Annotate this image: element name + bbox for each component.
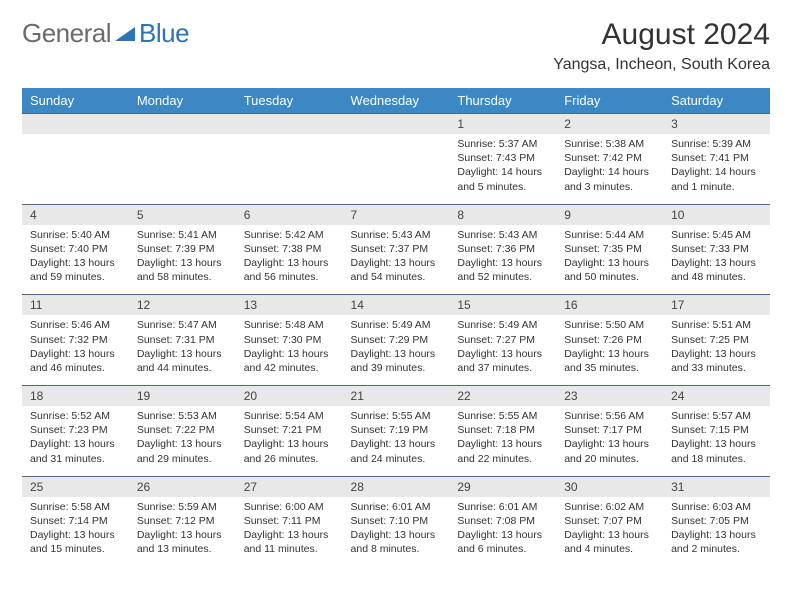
weekday-header: Thursday — [449, 88, 556, 114]
day-number-cell: 6 — [236, 204, 343, 225]
day-data-row: Sunrise: 5:46 AM Sunset: 7:32 PM Dayligh… — [22, 315, 770, 385]
logo-triangle-icon — [115, 25, 137, 43]
day-data-cell — [129, 134, 236, 204]
day-data-cell: Sunrise: 5:50 AM Sunset: 7:26 PM Dayligh… — [556, 315, 663, 385]
day-data-cell: Sunrise: 6:02 AM Sunset: 7:07 PM Dayligh… — [556, 497, 663, 567]
day-data-cell: Sunrise: 5:51 AM Sunset: 7:25 PM Dayligh… — [663, 315, 770, 385]
day-data-row: Sunrise: 5:40 AM Sunset: 7:40 PM Dayligh… — [22, 225, 770, 295]
day-data-cell: Sunrise: 5:46 AM Sunset: 7:32 PM Dayligh… — [22, 315, 129, 385]
day-number-cell: 31 — [663, 476, 770, 497]
day-number-cell: 28 — [343, 476, 450, 497]
day-number-cell: 2 — [556, 114, 663, 135]
day-number-row: 45678910 — [22, 204, 770, 225]
day-data-cell: Sunrise: 5:43 AM Sunset: 7:37 PM Dayligh… — [343, 225, 450, 295]
day-number-cell: 15 — [449, 295, 556, 316]
title-block: August 2024 Yangsa, Incheon, South Korea — [553, 18, 770, 74]
day-number-cell: 30 — [556, 476, 663, 497]
day-data-cell: Sunrise: 5:53 AM Sunset: 7:22 PM Dayligh… — [129, 406, 236, 476]
day-number-cell: 25 — [22, 476, 129, 497]
calendar-table: Sunday Monday Tuesday Wednesday Thursday… — [22, 88, 770, 566]
day-number-row: 25262728293031 — [22, 476, 770, 497]
day-data-cell: Sunrise: 5:40 AM Sunset: 7:40 PM Dayligh… — [22, 225, 129, 295]
day-data-cell: Sunrise: 5:59 AM Sunset: 7:12 PM Dayligh… — [129, 497, 236, 567]
day-number-row: 18192021222324 — [22, 386, 770, 407]
day-number-cell: 8 — [449, 204, 556, 225]
weekday-header: Friday — [556, 88, 663, 114]
day-number-cell: 3 — [663, 114, 770, 135]
day-number-cell: 22 — [449, 386, 556, 407]
day-data-cell: Sunrise: 5:47 AM Sunset: 7:31 PM Dayligh… — [129, 315, 236, 385]
day-number-cell: 23 — [556, 386, 663, 407]
logo-text-blue: Blue — [139, 18, 189, 49]
day-data-cell: Sunrise: 6:01 AM Sunset: 7:10 PM Dayligh… — [343, 497, 450, 567]
day-number-cell: 26 — [129, 476, 236, 497]
weekday-header: Tuesday — [236, 88, 343, 114]
day-number-cell: 10 — [663, 204, 770, 225]
day-data-cell: Sunrise: 5:49 AM Sunset: 7:29 PM Dayligh… — [343, 315, 450, 385]
day-data-cell: Sunrise: 5:54 AM Sunset: 7:21 PM Dayligh… — [236, 406, 343, 476]
day-number-cell: 5 — [129, 204, 236, 225]
day-data-cell: Sunrise: 6:00 AM Sunset: 7:11 PM Dayligh… — [236, 497, 343, 567]
day-data-cell: Sunrise: 5:57 AM Sunset: 7:15 PM Dayligh… — [663, 406, 770, 476]
day-number-cell — [236, 114, 343, 135]
day-data-row: Sunrise: 5:52 AM Sunset: 7:23 PM Dayligh… — [22, 406, 770, 476]
day-data-cell: Sunrise: 5:52 AM Sunset: 7:23 PM Dayligh… — [22, 406, 129, 476]
weekday-header-row: Sunday Monday Tuesday Wednesday Thursday… — [22, 88, 770, 114]
day-number-cell: 11 — [22, 295, 129, 316]
day-number-cell: 1 — [449, 114, 556, 135]
day-data-cell: Sunrise: 5:38 AM Sunset: 7:42 PM Dayligh… — [556, 134, 663, 204]
day-data-cell: Sunrise: 5:58 AM Sunset: 7:14 PM Dayligh… — [22, 497, 129, 567]
weekday-header: Sunday — [22, 88, 129, 114]
location-text: Yangsa, Incheon, South Korea — [553, 56, 770, 74]
day-number-cell: 27 — [236, 476, 343, 497]
day-number-row: 11121314151617 — [22, 295, 770, 316]
day-number-cell: 9 — [556, 204, 663, 225]
day-number-cell: 14 — [343, 295, 450, 316]
day-number-cell: 24 — [663, 386, 770, 407]
day-data-cell: Sunrise: 5:48 AM Sunset: 7:30 PM Dayligh… — [236, 315, 343, 385]
day-number-cell: 4 — [22, 204, 129, 225]
day-number-cell: 17 — [663, 295, 770, 316]
day-data-cell: Sunrise: 5:37 AM Sunset: 7:43 PM Dayligh… — [449, 134, 556, 204]
day-number-cell: 29 — [449, 476, 556, 497]
day-data-row: Sunrise: 5:37 AM Sunset: 7:43 PM Dayligh… — [22, 134, 770, 204]
day-number-cell: 13 — [236, 295, 343, 316]
day-number-cell: 18 — [22, 386, 129, 407]
weekday-header: Saturday — [663, 88, 770, 114]
day-number-cell — [129, 114, 236, 135]
day-data-cell: Sunrise: 5:41 AM Sunset: 7:39 PM Dayligh… — [129, 225, 236, 295]
day-number-cell: 21 — [343, 386, 450, 407]
day-data-cell: Sunrise: 6:03 AM Sunset: 7:05 PM Dayligh… — [663, 497, 770, 567]
day-data-cell: Sunrise: 5:42 AM Sunset: 7:38 PM Dayligh… — [236, 225, 343, 295]
day-data-cell: Sunrise: 5:55 AM Sunset: 7:19 PM Dayligh… — [343, 406, 450, 476]
day-data-row: Sunrise: 5:58 AM Sunset: 7:14 PM Dayligh… — [22, 497, 770, 567]
logo-text-general: General — [22, 18, 111, 49]
day-data-cell: Sunrise: 5:49 AM Sunset: 7:27 PM Dayligh… — [449, 315, 556, 385]
day-number-cell: 19 — [129, 386, 236, 407]
calendar-body: 123Sunrise: 5:37 AM Sunset: 7:43 PM Dayl… — [22, 114, 770, 567]
day-number-cell: 20 — [236, 386, 343, 407]
day-data-cell — [236, 134, 343, 204]
weekday-header: Monday — [129, 88, 236, 114]
day-data-cell: Sunrise: 5:44 AM Sunset: 7:35 PM Dayligh… — [556, 225, 663, 295]
day-data-cell: Sunrise: 5:39 AM Sunset: 7:41 PM Dayligh… — [663, 134, 770, 204]
logo: General Blue — [22, 18, 189, 49]
day-data-cell — [343, 134, 450, 204]
day-number-cell: 7 — [343, 204, 450, 225]
day-data-cell: Sunrise: 6:01 AM Sunset: 7:08 PM Dayligh… — [449, 497, 556, 567]
day-data-cell: Sunrise: 5:43 AM Sunset: 7:36 PM Dayligh… — [449, 225, 556, 295]
day-data-cell: Sunrise: 5:56 AM Sunset: 7:17 PM Dayligh… — [556, 406, 663, 476]
day-number-row: 123 — [22, 114, 770, 135]
day-data-cell: Sunrise: 5:55 AM Sunset: 7:18 PM Dayligh… — [449, 406, 556, 476]
weekday-header: Wednesday — [343, 88, 450, 114]
day-data-cell — [22, 134, 129, 204]
day-number-cell: 16 — [556, 295, 663, 316]
header: General Blue August 2024 Yangsa, Incheon… — [22, 18, 770, 74]
day-data-cell: Sunrise: 5:45 AM Sunset: 7:33 PM Dayligh… — [663, 225, 770, 295]
day-number-cell — [22, 114, 129, 135]
month-title: August 2024 — [553, 18, 770, 52]
day-number-cell — [343, 114, 450, 135]
day-number-cell: 12 — [129, 295, 236, 316]
